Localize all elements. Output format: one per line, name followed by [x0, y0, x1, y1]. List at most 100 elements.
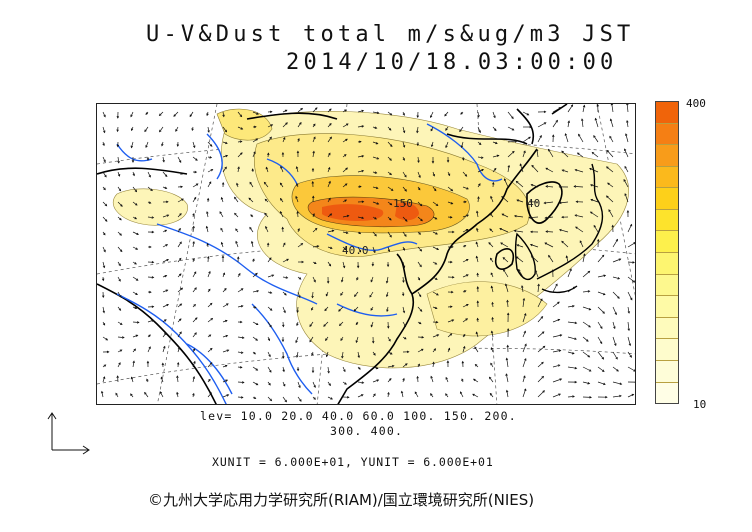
wind-vector-head — [569, 268, 572, 271]
wind-vector-head — [537, 283, 540, 287]
wind-vector-head — [531, 164, 534, 168]
colorbar-swatch — [656, 208, 678, 231]
wind-vector-head — [432, 173, 436, 177]
wind-vector-head — [462, 345, 466, 349]
wind-vector — [447, 186, 453, 192]
wind-vector — [192, 156, 198, 161]
wind-vector-head — [208, 270, 211, 274]
wind-vector-head — [478, 183, 481, 186]
wind-vector — [627, 291, 633, 300]
wind-vector-head — [210, 169, 214, 172]
wind-vector — [593, 225, 599, 233]
wind-vector-head — [374, 217, 377, 220]
wind-vector — [372, 186, 378, 189]
wind-vector-head — [493, 128, 497, 132]
wind-vector — [582, 351, 590, 358]
wind-vector-head — [178, 257, 182, 261]
wind-vector-head — [295, 166, 299, 169]
wind-vector-head — [279, 182, 283, 186]
wind-vector-head — [178, 273, 182, 276]
wind-vector-head — [328, 152, 331, 156]
wind-vector — [607, 182, 614, 188]
wind-vector-head — [488, 376, 492, 380]
wind-vector — [357, 110, 364, 113]
wind-vector-head — [474, 363, 478, 367]
wind-vector-head — [421, 348, 424, 352]
wind-vector — [624, 148, 629, 158]
wind-vector-head — [151, 260, 155, 264]
wind-vector-head — [402, 158, 405, 161]
wind-vector-head — [451, 275, 455, 279]
wind-vector — [552, 107, 561, 113]
wind-vector — [612, 351, 618, 360]
wind-vector-head — [418, 294, 422, 298]
wind-vector-head — [194, 332, 197, 335]
wind-vector — [117, 156, 120, 163]
wind-vector-head — [402, 280, 405, 283]
wind-vector-head — [314, 107, 318, 110]
wind-vector — [222, 394, 229, 398]
wind-vector-head — [281, 226, 284, 230]
wind-vector-head — [282, 369, 285, 373]
wind-vector — [477, 111, 480, 118]
wind-vector-head — [119, 249, 123, 253]
wind-vector-head — [387, 326, 390, 329]
wind-vector-head — [375, 141, 379, 145]
wind-vector-head — [239, 114, 243, 118]
wind-vector — [173, 111, 179, 117]
wind-vector-head — [451, 290, 454, 294]
wind-vector — [627, 321, 630, 331]
wind-vector — [597, 291, 606, 295]
wind-vector — [402, 321, 407, 327]
wind-vector-head — [119, 295, 122, 298]
wind-vector — [387, 246, 390, 252]
wind-vector-head — [404, 189, 407, 192]
wind-vector-head — [102, 323, 106, 326]
wind-vector-head — [205, 225, 209, 229]
wind-vector — [402, 306, 405, 313]
wind-vector — [575, 214, 584, 218]
wind-vector-head — [578, 133, 581, 137]
wind-vector — [519, 163, 524, 173]
wind-vector — [338, 306, 344, 312]
wind-vector-head — [284, 292, 287, 296]
wind-vector — [177, 241, 182, 248]
wind-vector — [545, 185, 554, 188]
wind-vector-head — [511, 128, 515, 131]
wind-vector-head — [164, 186, 168, 190]
wind-vector — [252, 290, 259, 293]
wind-vector-head — [559, 334, 563, 337]
wind-vector-head — [605, 395, 608, 399]
wind-vector-head — [165, 244, 169, 247]
wind-vector-head — [135, 334, 139, 338]
wind-vector-head — [489, 228, 492, 231]
wind-vector-head — [475, 255, 479, 259]
wind-vector-head — [329, 122, 332, 126]
wind-vector — [207, 318, 213, 323]
wind-vector-head — [529, 200, 533, 204]
wind-vector-head — [492, 181, 495, 185]
wind-vector — [207, 303, 213, 308]
wind-vector — [297, 396, 302, 402]
wind-vector-head — [269, 291, 273, 294]
wind-vector — [476, 211, 479, 218]
wind-vector-head — [266, 242, 270, 246]
wind-vector — [312, 136, 316, 143]
colorbar-swatch — [656, 122, 678, 145]
wind-vector — [537, 331, 545, 338]
wind-vector-head — [195, 158, 198, 161]
wind-vector-head — [342, 265, 346, 269]
wind-vector-head — [192, 392, 195, 396]
wind-vector-head — [358, 367, 361, 370]
wind-vector-head — [240, 288, 244, 291]
wind-vector-head — [104, 203, 108, 207]
wind-vector-head — [462, 157, 465, 161]
wind-vector-head — [135, 292, 138, 295]
wind-vector-head — [606, 166, 609, 169]
wind-vector-head — [222, 272, 226, 276]
wind-vector-head — [611, 224, 615, 228]
wind-vector — [282, 396, 287, 403]
wind-vector — [327, 396, 333, 400]
wind-vector — [387, 156, 392, 161]
wind-vector-head — [419, 203, 423, 207]
